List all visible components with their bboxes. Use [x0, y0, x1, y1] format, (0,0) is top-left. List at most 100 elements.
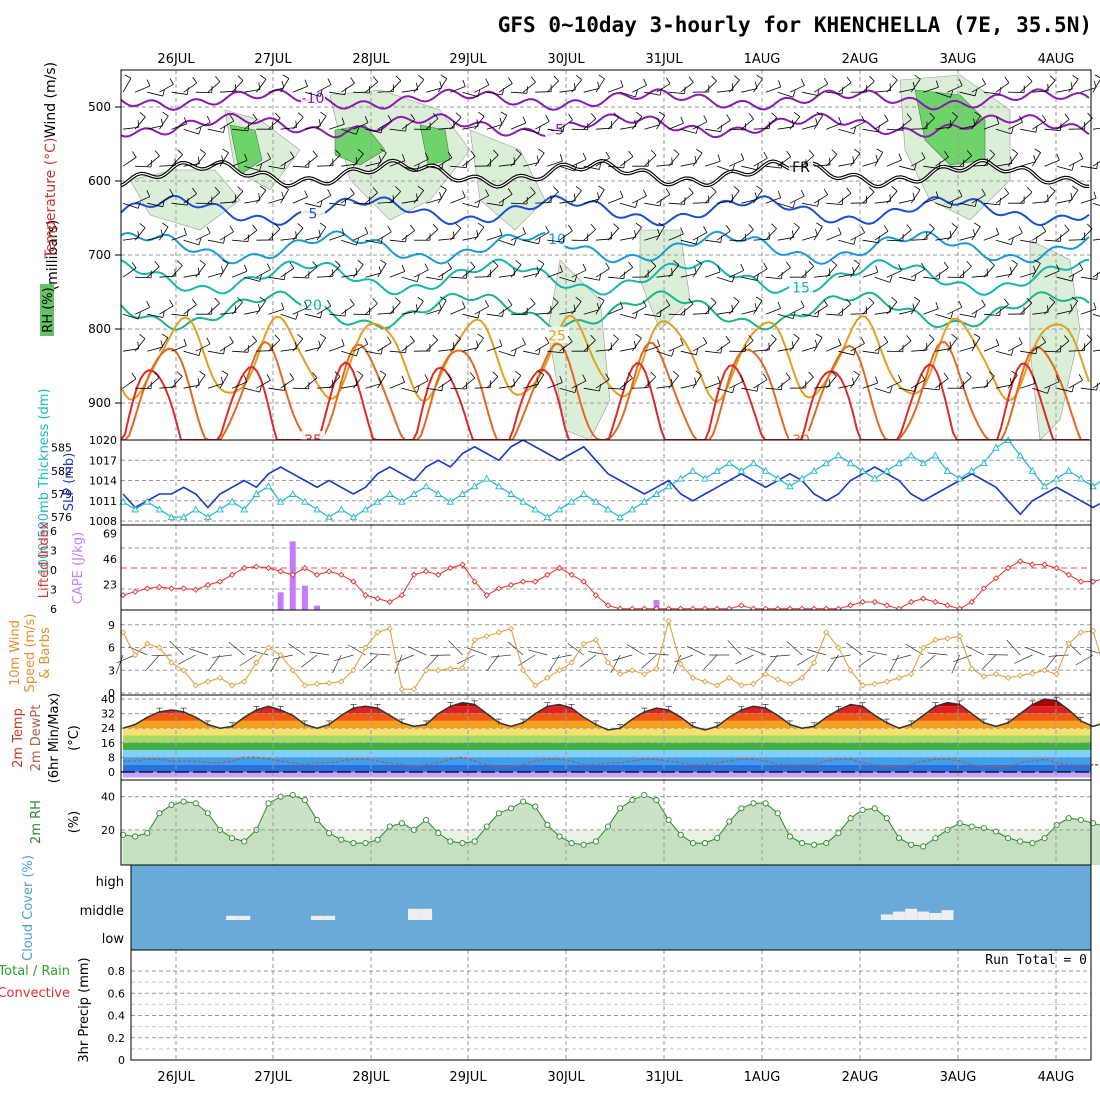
upper-wind-barb-flag — [327, 78, 332, 85]
upper-wind-barb-flag — [914, 74, 921, 80]
upper-wind-barb — [389, 350, 406, 353]
upper-wind-barb — [910, 300, 921, 315]
upper-wind-barb — [801, 313, 818, 318]
upper-wind-barb-flag — [658, 222, 665, 227]
upper-wind-barb-flag — [379, 259, 387, 264]
upper-wind-barb-flag — [545, 336, 550, 344]
upper-wind-barb — [159, 226, 169, 241]
lifted-index-marker — [313, 571, 321, 578]
slp-tick-label: 1020 — [89, 434, 117, 447]
upper-wind-barb — [644, 154, 657, 167]
lifted-index-marker — [920, 595, 927, 602]
upper-wind-barb — [765, 339, 777, 352]
precip-tick-label: 0.8 — [108, 965, 126, 978]
upper-wind-barb — [559, 341, 573, 352]
upper-wind-barb-flag — [973, 333, 981, 338]
wind10m-barb — [952, 654, 972, 663]
upper-wind-barb — [1019, 191, 1033, 204]
upper-wind-barb-flag — [470, 150, 476, 157]
upper-wind-barb-flag — [657, 228, 661, 236]
upper-wind-barb-flag — [891, 186, 898, 192]
top-day-label: 4AUG — [1038, 52, 1075, 67]
upper-wind-barb — [704, 80, 717, 93]
upper-wind-barb-flag — [883, 336, 889, 343]
upper-wind-barb — [753, 379, 768, 389]
contour-label: -10 — [302, 91, 325, 107]
rh2m-marker — [677, 831, 684, 838]
wind10m-barb — [612, 654, 633, 661]
upper-wind-barb-flag — [763, 262, 768, 270]
wind10m-barb — [301, 654, 318, 668]
upper-wind-barb — [426, 165, 442, 170]
upper-wind-barb — [668, 344, 684, 352]
upper-wind-barb-flag — [966, 261, 972, 267]
upper-wind-barb-flag — [455, 223, 462, 229]
upper-wind-barb-flag — [785, 372, 791, 379]
bottom-day-label: 27JUL — [254, 1070, 292, 1085]
upper-wind-barb-flag — [605, 151, 610, 159]
upper-wind-barb — [486, 265, 499, 278]
upper-wind-barb-flag — [823, 77, 829, 85]
wind10m-speed-marker — [762, 670, 769, 678]
upper-wind-barb — [947, 338, 958, 352]
upper-wind-barb — [547, 302, 559, 315]
rh2m-tick-label: 20 — [101, 824, 115, 837]
rh2m-marker — [338, 836, 345, 843]
upper-wind-barb — [256, 269, 271, 278]
thickness-marker — [301, 497, 309, 505]
upper-wind-barb — [862, 350, 879, 354]
upper-wind-barb-flag — [1004, 76, 1010, 84]
lifted-index-marker — [410, 571, 418, 578]
upper-wind-barb-flag — [559, 154, 563, 162]
upper-wind-barb-flag — [222, 148, 229, 153]
upper-wind-barb — [256, 350, 273, 352]
upper-wind-barb-flag — [989, 149, 996, 155]
wind10m-barb — [686, 645, 706, 656]
upper-wind-barb-flag — [828, 268, 831, 276]
upper-wind-barb — [304, 313, 321, 319]
upper-wind-barb — [171, 376, 183, 389]
rh2m-marker — [168, 801, 175, 809]
upper-wind-barb — [559, 387, 575, 393]
upper-wind-barb-flag — [981, 299, 986, 306]
upper-wind-barb — [789, 338, 800, 352]
upper-wind-barb — [559, 311, 576, 315]
lifted-index-marker — [859, 598, 866, 606]
upper-wind-barb-flag — [191, 298, 197, 305]
rh2m-marker — [326, 830, 333, 837]
upper-wind-barb — [510, 313, 528, 316]
upper-wind-barb — [632, 195, 647, 204]
wind10m-barb — [551, 654, 572, 660]
wind10m-speed-marker — [665, 617, 672, 625]
upper-wind-barb-flag — [891, 75, 898, 81]
upper-wind-barb — [862, 128, 879, 133]
thickness-marker — [446, 497, 455, 505]
upper-wind-barb-flag — [137, 120, 140, 128]
upper-wind-barb — [898, 165, 915, 171]
upper-wind-barb-flag — [949, 119, 952, 128]
upper-wind-barb-flag — [671, 268, 673, 276]
thickness-marker — [870, 474, 879, 482]
upper-wind-barb-flag — [492, 260, 499, 267]
upper-wind-barb-flag — [192, 187, 197, 195]
temperature-contour — [120, 112, 1090, 139]
rh2m-marker — [786, 833, 793, 840]
wind10m-barb — [796, 654, 815, 666]
upper-wind-barb — [510, 202, 527, 205]
temp2m-tick-label: 24 — [101, 722, 115, 735]
upper-wind-barb — [559, 165, 575, 172]
upper-wind-barb — [280, 189, 289, 204]
top-day-label: 31JUL — [645, 52, 683, 67]
upper-wind-barb-flag — [695, 347, 699, 355]
upper-wind-barb — [656, 194, 671, 204]
upper-wind-barb — [595, 78, 605, 93]
upper-wind-barb — [728, 301, 740, 315]
thickness-marker — [288, 490, 297, 497]
upper-wind-barb — [134, 196, 150, 204]
contour-label: 5 — [309, 207, 318, 223]
wind10m-speed-marker — [774, 676, 781, 683]
upper-wind-barb — [862, 239, 879, 244]
thickness-tick-label: 582 — [51, 465, 72, 478]
upper-wind-barb-flag — [816, 222, 823, 227]
upper-wind-barb — [886, 190, 898, 204]
